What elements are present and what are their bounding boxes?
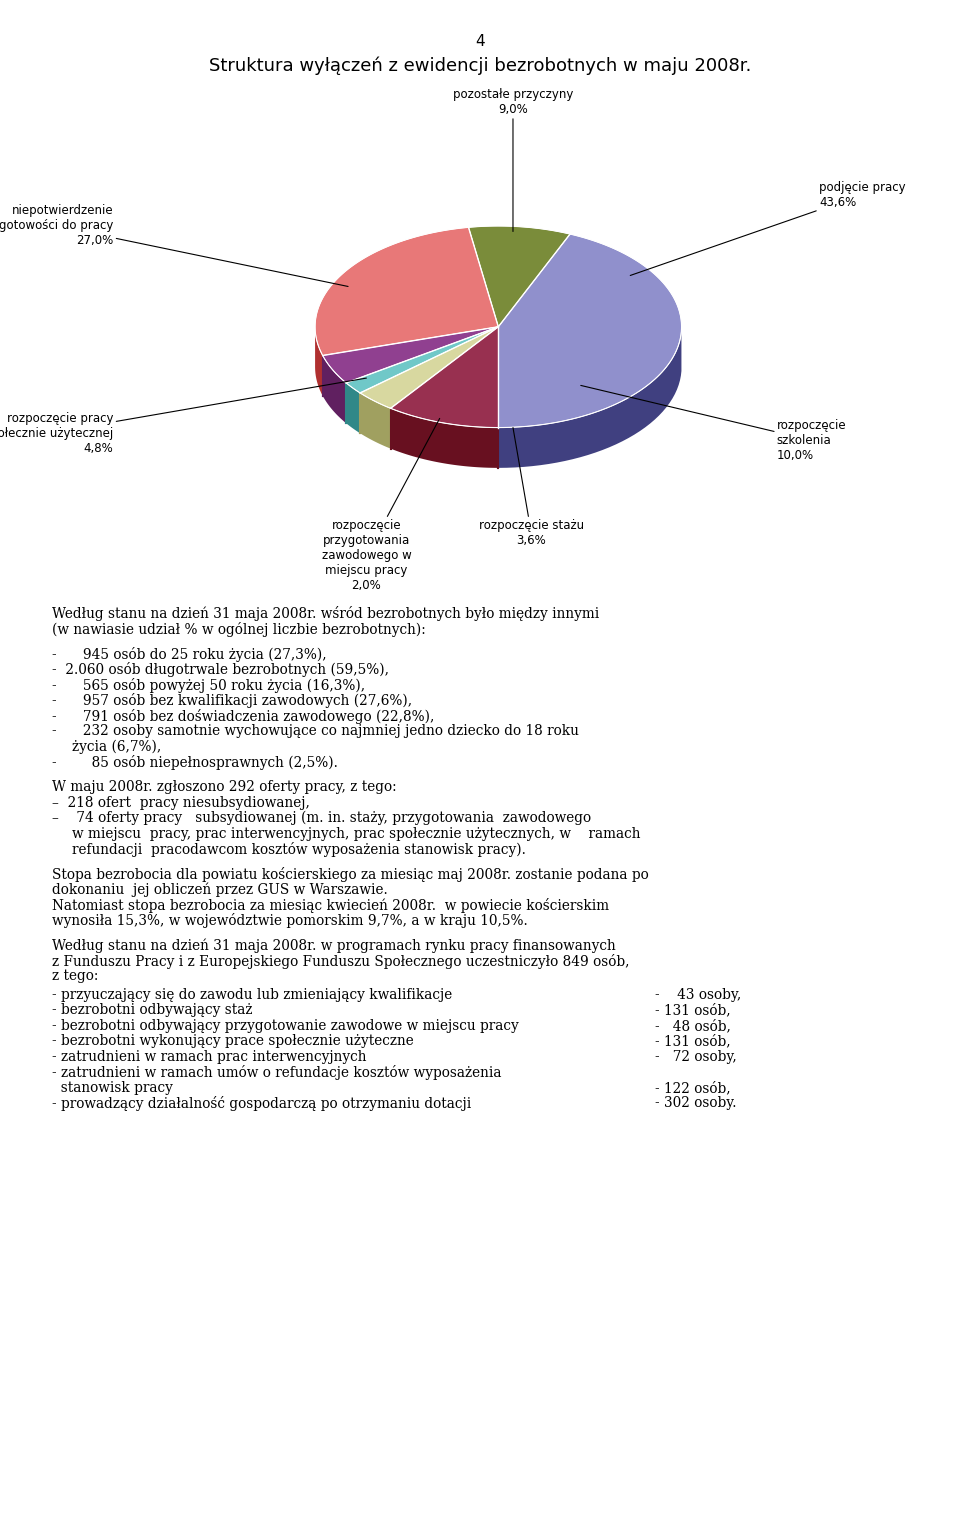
Polygon shape <box>360 327 498 408</box>
Text: podjęcie pracy
43,6%: podjęcie pracy 43,6% <box>631 180 905 275</box>
Text: - 131 osób,: - 131 osób, <box>655 1003 731 1017</box>
Text: -      957 osób bez kwalifikacji zawodowych (27,6%),: - 957 osób bez kwalifikacji zawodowych (… <box>52 693 412 709</box>
Text: Stopa bezrobocia dla powiatu kościerskiego za miesiąc maj 2008r. zostanie podana: Stopa bezrobocia dla powiatu kościerskie… <box>52 867 649 883</box>
Polygon shape <box>468 226 570 327</box>
Polygon shape <box>498 234 682 428</box>
Text: - przyuczający się do zawodu lub zmieniający kwalifikacje: - przyuczający się do zawodu lub zmienia… <box>52 988 452 1002</box>
Polygon shape <box>347 327 498 392</box>
Text: z tego:: z tego: <box>52 970 98 983</box>
Text: -      791 osób bez doświadczenia zawodowego (22,8%),: - 791 osób bez doświadczenia zawodowego … <box>52 709 434 724</box>
Text: rozpoczęcie stażu
3,6%: rozpoczęcie stażu 3,6% <box>479 428 584 547</box>
Polygon shape <box>391 327 498 428</box>
Text: Struktura wyłączeń z ewidencji bezrobotnych w maju 2008r.: Struktura wyłączeń z ewidencji bezrobotn… <box>209 56 751 75</box>
Text: - bezrobotni wykonujący prace społecznie użyteczne: - bezrobotni wykonujący prace społecznie… <box>52 1034 414 1049</box>
Text: - bezrobotni odbywający staż: - bezrobotni odbywający staż <box>52 1003 252 1017</box>
Text: z Funduszu Pracy i z Europejskiego Funduszu Społecznego uczestniczyło 849 osób,: z Funduszu Pracy i z Europejskiego Fundu… <box>52 954 630 968</box>
Text: życia (6,7%),: życia (6,7%), <box>72 739 161 754</box>
Text: - prowadzący działalność gospodarczą po otrzymaniu dotacji: - prowadzący działalność gospodarczą po … <box>52 1096 471 1112</box>
Text: Według stanu na dzień 31 maja 2008r. w programach rynku pracy finansowanych: Według stanu na dzień 31 maja 2008r. w p… <box>52 938 615 953</box>
Text: -  2.060 osób długotrwale bezrobotnych (59,5%),: - 2.060 osób długotrwale bezrobotnych (5… <box>52 663 389 676</box>
Text: -   72 osoby,: - 72 osoby, <box>655 1051 736 1064</box>
Text: - 122 osób,: - 122 osób, <box>655 1081 731 1095</box>
Polygon shape <box>360 392 391 449</box>
Text: -      565 osób powyżej 50 roku życia (16,3%),: - 565 osób powyżej 50 roku życia (16,3%)… <box>52 678 365 693</box>
Text: pozostałe przyczyny
9,0%: pozostałe przyczyny 9,0% <box>453 89 573 232</box>
Text: niepotwierdzenie
gotowości do pracy
27,0%: niepotwierdzenie gotowości do pracy 27,0… <box>0 205 348 287</box>
Text: dokonaniu  jej obliczeń przez GUS w Warszawie.: dokonaniu jej obliczeń przez GUS w Warsz… <box>52 883 388 896</box>
Polygon shape <box>315 327 323 395</box>
Text: stanowisk pracy: stanowisk pracy <box>52 1081 173 1095</box>
Text: -      232 osoby samotnie wychowujące co najmniej jedno dziecko do 18 roku: - 232 osoby samotnie wychowujące co najm… <box>52 724 579 738</box>
Text: -   48 osób,: - 48 osób, <box>655 1019 731 1032</box>
Text: -        85 osób niepełnosprawnych (2,5%).: - 85 osób niepełnosprawnych (2,5%). <box>52 756 338 770</box>
Polygon shape <box>323 356 347 423</box>
Text: rozpoczęcie
szkolenia
10,0%: rozpoczęcie szkolenia 10,0% <box>581 385 847 461</box>
Text: -      945 osób do 25 roku życia (27,3%),: - 945 osób do 25 roku życia (27,3%), <box>52 646 326 661</box>
Text: refundacji  pracodawcom kosztów wyposażenia stanowisk pracy).: refundacji pracodawcom kosztów wyposażen… <box>72 841 526 857</box>
Text: Natomiast stopa bezrobocia za miesiąc kwiecień 2008r.  w powiecie kościerskim: Natomiast stopa bezrobocia za miesiąc kw… <box>52 898 610 913</box>
Text: - 302 osoby.: - 302 osoby. <box>655 1096 736 1110</box>
Text: rozpoczęcie
przygotowania
zawodowego w
miejscu pracy
2,0%: rozpoczęcie przygotowania zawodowego w m… <box>322 418 440 592</box>
Text: 4: 4 <box>475 34 485 49</box>
Text: - zatrudnieni w ramach prac interwencyjnych: - zatrudnieni w ramach prac interwencyjn… <box>52 1051 367 1064</box>
Text: –  218 ofert  pracy niesubsydiowanej,: – 218 ofert pracy niesubsydiowanej, <box>52 796 310 809</box>
Text: - 131 osób,: - 131 osób, <box>655 1034 731 1049</box>
Text: wynosiła 15,3%, w województwie pomorskim 9,7%, a w kraju 10,5%.: wynosiła 15,3%, w województwie pomorskim… <box>52 913 528 928</box>
Polygon shape <box>498 331 682 467</box>
Text: –    74 oferty pracy   subsydiowanej (m. in. staży, przygotowania  zawodowego: – 74 oferty pracy subsydiowanej (m. in. … <box>52 811 591 826</box>
Polygon shape <box>391 408 498 467</box>
Text: (w nawiasie udział % w ogólnej liczbie bezrobotnych):: (w nawiasie udział % w ogólnej liczbie b… <box>52 621 425 637</box>
Polygon shape <box>347 383 360 434</box>
Text: - bezrobotni odbywający przygotowanie zawodowe w miejscu pracy: - bezrobotni odbywający przygotowanie za… <box>52 1019 518 1032</box>
Text: w miejscu  pracy, prac interwencyjnych, prac społecznie użytecznych, w    ramach: w miejscu pracy, prac interwencyjnych, p… <box>72 826 640 840</box>
Text: rozpoczęcie pracy
społecznie użytecznej
4,8%: rozpoczęcie pracy społecznie użytecznej … <box>0 379 367 455</box>
Text: Według stanu na dzień 31 maja 2008r. wśród bezrobotnych było między innymi: Według stanu na dzień 31 maja 2008r. wśr… <box>52 606 599 621</box>
Text: - zatrudnieni w ramach umów o refundacje kosztów wyposażenia: - zatrudnieni w ramach umów o refundacje… <box>52 1066 501 1081</box>
Polygon shape <box>315 228 498 356</box>
Polygon shape <box>323 327 498 383</box>
Text: W maju 2008r. zgłoszono 292 oferty pracy, z tego:: W maju 2008r. zgłoszono 292 oferty pracy… <box>52 780 396 794</box>
Text: -    43 osoby,: - 43 osoby, <box>655 988 741 1002</box>
